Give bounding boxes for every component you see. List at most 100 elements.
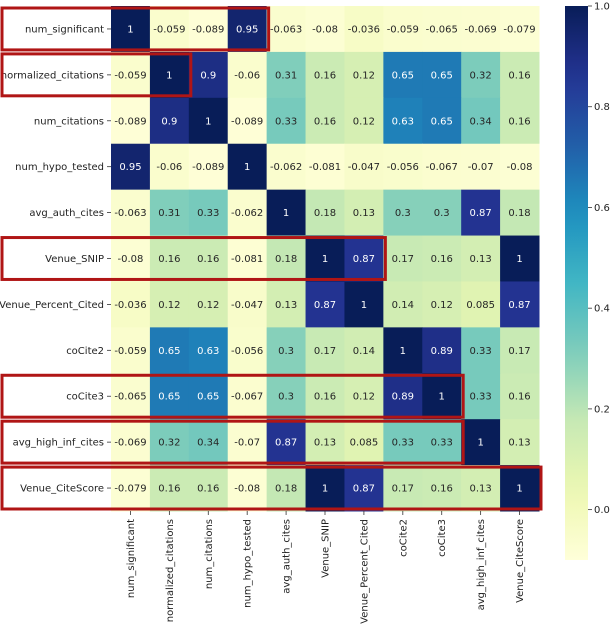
heatmap-cell <box>344 281 384 328</box>
cell-value-label: -0.063 <box>114 208 146 219</box>
colorbar: 0.0 0.2 0.4 0.6 0.8 1.0 <box>565 2 610 560</box>
row-labels: num_significant normalized_citations num_c… <box>0 24 111 495</box>
cell-value-label: -0.065 <box>114 392 146 403</box>
heatmap-cell <box>422 327 462 374</box>
cell-value-label: 1 <box>127 24 133 35</box>
heatmap-cell <box>383 419 423 466</box>
heatmap-cell <box>111 143 151 191</box>
cell-value-label: 0.3 <box>395 208 411 219</box>
highlight-box <box>0 419 465 465</box>
heatmap-cell <box>188 189 229 237</box>
heatmap-cell <box>461 281 501 328</box>
heatmap-cell <box>266 419 307 466</box>
heatmap-cell <box>305 97 345 145</box>
heatmap-cell <box>383 281 423 328</box>
cell-value-label: 0.18 <box>508 208 530 219</box>
cell-value-label: -0.056 <box>387 162 419 173</box>
heatmap-cell <box>266 143 307 191</box>
cell-value-label: -0.067 <box>426 162 458 173</box>
cell-value-label: 0.13 <box>470 484 492 495</box>
heatmap-cell <box>227 465 268 512</box>
cell-value-label: 0.65 <box>431 116 453 127</box>
heatmap-cell <box>383 143 423 191</box>
cell-value-label: 0.65 <box>158 346 180 357</box>
heatmap-cell <box>111 373 151 420</box>
cell-value-label: 1 <box>361 300 367 311</box>
cell-value-label: 0.12 <box>353 116 375 127</box>
cell-value-label: 0.34 <box>470 116 492 127</box>
cell-value-label: -0.089 <box>192 24 224 35</box>
heatmap-cell <box>344 6 384 53</box>
heatmap-cell <box>344 327 384 374</box>
heatmap-cell <box>188 327 229 374</box>
colorbar-tick-label: 0.6 <box>594 203 610 214</box>
cell-value-label: 0.12 <box>353 392 375 403</box>
heatmap-cell <box>383 6 423 53</box>
column-label: coCite2 <box>398 519 409 557</box>
cell-value-label: 0.63 <box>197 346 219 357</box>
row-label: coCite2 <box>66 346 104 357</box>
heatmap-cell <box>227 6 268 53</box>
cell-value-label: 0.32 <box>158 438 180 449</box>
heatmap-cell <box>305 281 345 328</box>
cell-value-label: 0.33 <box>392 438 414 449</box>
heatmap-cell <box>149 51 190 99</box>
cell-value-label: 1 <box>439 392 445 403</box>
cell-value-label: -0.059 <box>387 24 419 35</box>
cell-value-label: 0.12 <box>197 300 219 311</box>
highlight-box <box>0 373 465 419</box>
colorbar-gradient <box>565 6 588 560</box>
cell-value-label: -0.081 <box>231 254 263 265</box>
heatmap-cell <box>461 189 501 237</box>
cell-value-label: -0.08 <box>118 254 144 265</box>
cell-value-label: 0.16 <box>508 116 530 127</box>
cell-value-label: -0.081 <box>309 162 341 173</box>
cell-value-label: 0.16 <box>508 70 530 81</box>
cell-value-label: 0.16 <box>508 392 530 403</box>
cell-value-label: 0.17 <box>314 346 336 357</box>
cell-value-label: 0.33 <box>431 438 453 449</box>
column-label: Venue_CiteScore <box>515 519 526 603</box>
cell-value-label: 0.87 <box>508 300 530 311</box>
heatmap-cell <box>500 97 540 145</box>
row-label: avg_high_inf_cites <box>13 438 104 449</box>
cell-value-label: 0.65 <box>431 70 453 81</box>
cell-value-label: 1 <box>400 346 406 357</box>
heatmap-cell <box>500 419 540 466</box>
heatmap-cell <box>149 189 190 237</box>
heatmap-cell <box>344 373 384 420</box>
cell-value-label: -0.059 <box>114 346 146 357</box>
row-label: Venue_Percent_Cited <box>0 300 104 311</box>
cell-value-label: 0.65 <box>392 70 414 81</box>
heatmap-cell <box>344 97 384 145</box>
cell-value-label: 0.085 <box>350 438 379 449</box>
cell-value-label: 0.87 <box>353 484 375 495</box>
cell-value-label: 1 <box>322 484 328 495</box>
cell-value-label: 0.13 <box>275 300 297 311</box>
heatmap-cell <box>149 419 190 466</box>
heatmap-cell <box>305 235 345 282</box>
cell-value-label: -0.067 <box>231 392 263 403</box>
highlight-box <box>0 465 543 511</box>
cell-value-label: -0.047 <box>231 300 263 311</box>
heatmap-cell <box>227 97 268 145</box>
heatmap-cell <box>266 373 307 420</box>
heatmap-cell <box>111 281 151 328</box>
heatmap-cell <box>227 281 268 328</box>
heatmap-cell <box>344 465 384 512</box>
heatmap-cell <box>383 51 423 99</box>
heatmap-cell <box>305 51 345 99</box>
heatmap-cell <box>461 235 501 282</box>
cell-value-label: 0.085 <box>466 300 495 311</box>
column-label: coCite3 <box>437 519 448 557</box>
cell-value-label: 0.17 <box>392 484 414 495</box>
heatmap-cell <box>422 143 462 191</box>
cell-value-label: 0.89 <box>392 392 414 403</box>
cell-value-label: -0.036 <box>348 24 380 35</box>
cell-value-label: -0.089 <box>114 116 146 127</box>
heatmap-cell <box>422 97 462 145</box>
heatmap-cell <box>111 327 151 374</box>
cell-value-label: 0.87 <box>353 254 375 265</box>
cell-value-label: 0.16 <box>197 254 219 265</box>
column-labels: num_significant normalized_citations num_c… <box>126 511 526 624</box>
